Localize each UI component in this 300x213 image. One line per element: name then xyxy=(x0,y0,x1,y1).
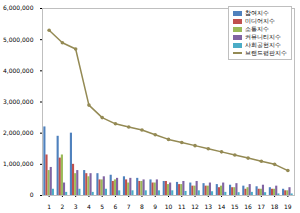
svg-text:14: 14 xyxy=(218,203,226,210)
svg-text:11: 11 xyxy=(178,203,186,210)
svg-text:12: 12 xyxy=(191,203,199,210)
svg-text:0: 0 xyxy=(30,191,34,198)
svg-text:3,000,000: 3,000,000 xyxy=(3,98,34,105)
svg-text:18: 18 xyxy=(271,203,279,210)
svg-text:1,000,000: 1,000,000 xyxy=(3,160,34,167)
svg-text:5,000,000: 5,000,000 xyxy=(3,36,34,43)
svg-text:4,000,000: 4,000,000 xyxy=(3,67,34,74)
html-text:소통지수: 소통지수 xyxy=(245,25,269,32)
svg-text:6,000,000: 6,000,000 xyxy=(3,4,34,11)
html-text:브랜드평판지수: 브랜드평판지수 xyxy=(245,49,287,56)
svg-text:2,000,000: 2,000,000 xyxy=(3,129,34,136)
html-text:참여지수: 참여지수 xyxy=(245,9,269,16)
svg-text:4: 4 xyxy=(87,203,91,210)
svg-text:17: 17 xyxy=(258,203,266,210)
svg-text:10: 10 xyxy=(165,203,173,210)
svg-text:1: 1 xyxy=(47,203,51,210)
svg-text:8: 8 xyxy=(140,203,144,210)
svg-text:13: 13 xyxy=(204,203,212,210)
html-text:미디어지수: 미디어지수 xyxy=(245,17,275,24)
svg-text:19: 19 xyxy=(284,203,292,210)
svg-text:7: 7 xyxy=(127,203,131,210)
html-text:사회공헌지수: 사회공헌지수 xyxy=(245,41,281,48)
svg-text:5: 5 xyxy=(100,203,104,210)
svg-text:6: 6 xyxy=(114,203,118,210)
svg-text:2: 2 xyxy=(60,203,64,210)
svg-text:9: 9 xyxy=(153,203,157,210)
svg-text:15: 15 xyxy=(231,203,239,210)
html-text:커뮤니티지수: 커뮤니티지수 xyxy=(245,33,281,40)
svg-text:3: 3 xyxy=(74,203,78,210)
svg-text:16: 16 xyxy=(244,203,252,210)
